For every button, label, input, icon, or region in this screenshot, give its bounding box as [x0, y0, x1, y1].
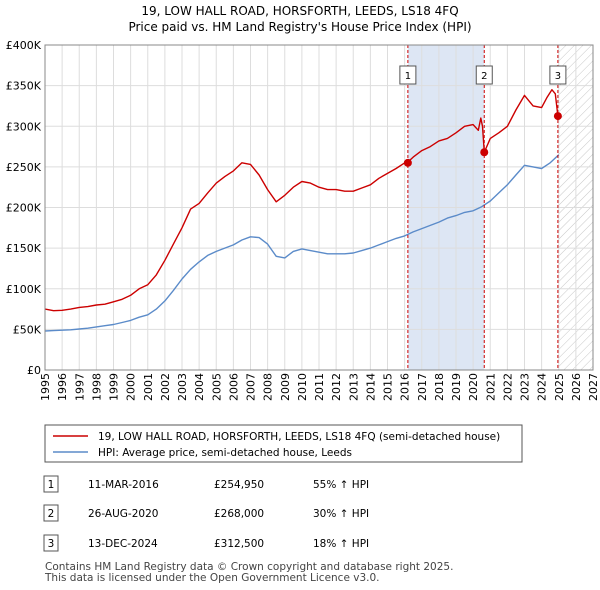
footer-copyright: Contains HM Land Registry data © Crown c…	[45, 561, 453, 573]
sale-label: 2	[481, 71, 487, 82]
x-tick-label: 2005	[210, 373, 223, 401]
table-row-marker-box	[43, 475, 59, 493]
x-tick-label: 2011	[313, 373, 326, 401]
sale-point	[403, 158, 412, 167]
x-tick-label: 2017	[416, 373, 429, 401]
table-row-price: £268,000	[214, 508, 264, 520]
x-tick-label: 2006	[227, 373, 240, 401]
x-tick-label: 1995	[39, 373, 52, 401]
table-row-marker-box	[43, 534, 59, 552]
y-tick-label: £400K	[6, 39, 42, 52]
table-row-hpi: 18% ↑ HPI	[313, 538, 369, 550]
chart-title: 19, LOW HALL ROAD, HORSFORTH, LEEDS, LS1…	[141, 4, 458, 18]
x-tick-label: 2007	[245, 373, 258, 401]
y-tick-label: £250K	[6, 161, 42, 174]
table-row-date: 26-AUG-2020	[88, 508, 158, 520]
legend-property-label: 19, LOW HALL ROAD, HORSFORTH, LEEDS, LS1…	[98, 431, 500, 443]
x-tick-label: 2025	[553, 373, 566, 401]
legend: 19, LOW HALL ROAD, HORSFORTH, LEEDS, LS1…	[44, 424, 523, 463]
x-tick-label: 2001	[142, 373, 155, 401]
x-tick-label: 2008	[262, 373, 275, 401]
sale-markers: 1 2 3	[399, 45, 567, 370]
x-tick-label: 2024	[536, 373, 549, 401]
y-tick-label: £200K	[6, 202, 42, 215]
sale-label: 3	[555, 71, 561, 82]
x-tick-label: 2019	[450, 373, 463, 401]
table-row: 2 26-AUG-2020 £268,000 30% ↑ HPI	[43, 504, 369, 522]
table-row-price: £312,500	[214, 538, 264, 550]
x-tick-label: 2015	[382, 373, 395, 401]
x-tick-label: 2012	[330, 373, 343, 401]
sale-point	[480, 148, 489, 157]
x-tick-label: 2000	[125, 373, 138, 401]
x-tick-label: 2026	[570, 373, 583, 401]
y-axis-ticks: £0 £50K £100K £150K £200K £250K £300K £350K £400…	[6, 39, 42, 377]
x-tick-label: 2009	[279, 373, 292, 401]
x-tick-label: 2016	[399, 373, 412, 401]
table-row-number: 1	[48, 479, 55, 491]
sales-table: 1 11-MAR-2016 £254,950 55% ↑ HPI 2 26-AU…	[43, 475, 369, 552]
x-tick-label: 2020	[467, 373, 480, 401]
x-tick-label: 1996	[56, 373, 69, 401]
x-tick-label: 2022	[501, 373, 514, 401]
x-tick-label: 2027	[587, 373, 600, 401]
table-row-marker-box	[43, 504, 59, 522]
plot-frame	[44, 44, 594, 371]
sale-point	[553, 112, 562, 121]
table-row: 3 13-DEC-2024 £312,500 18% ↑ HPI	[43, 534, 369, 552]
x-axis-ticks: 1995 1996 1997 1998 1999 2000 2001 2002 2003 2004…	[39, 373, 600, 401]
x-tick-label: 1999	[108, 373, 121, 401]
x-tick-label: 2003	[176, 373, 189, 401]
chart-subtitle: Price paid vs. HM Land Registry's House …	[128, 20, 471, 34]
table-row-hpi: 55% ↑ HPI	[313, 479, 369, 491]
sale-label: 1	[405, 71, 411, 82]
y-tick-label: £150K	[6, 242, 42, 255]
table-row: 1 11-MAR-2016 £254,950 55% ↑ HPI	[43, 475, 369, 493]
x-tick-label: 2023	[519, 373, 532, 401]
sale-label-box	[399, 65, 417, 85]
x-tick-label: 2021	[484, 373, 497, 401]
sale-label-box	[549, 65, 567, 85]
sale-label-box	[475, 65, 493, 85]
y-tick-label: £100K	[6, 283, 42, 296]
table-row-date: 13-DEC-2024	[88, 538, 158, 550]
table-row-hpi: 30% ↑ HPI	[313, 508, 369, 520]
x-tick-label: 2004	[193, 373, 206, 401]
x-tick-label: 1997	[73, 373, 86, 401]
y-tick-label: £300K	[6, 120, 42, 133]
footer-licence: This data is licensed under the Open Gov…	[44, 572, 380, 584]
table-row-number: 3	[48, 538, 55, 550]
x-tick-label: 2013	[347, 373, 360, 401]
y-tick-label: £0	[27, 364, 41, 377]
legend-box	[44, 424, 523, 463]
legend-hpi-label: HPI: Average price, semi-detached house,…	[98, 447, 352, 459]
hpi-line	[45, 154, 560, 332]
x-tick-label: 2014	[364, 373, 377, 401]
table-row-price: £254,950	[214, 479, 264, 491]
table-row-number: 2	[48, 508, 55, 520]
table-row-date: 11-MAR-2016	[88, 479, 159, 491]
x-tick-label: 2010	[296, 373, 309, 401]
y-tick-label: £50K	[13, 323, 42, 336]
x-tick-label: 2002	[159, 373, 172, 401]
x-tick-label: 2018	[433, 373, 446, 401]
y-tick-label: £350K	[6, 80, 42, 93]
x-tick-label: 1998	[90, 373, 103, 401]
